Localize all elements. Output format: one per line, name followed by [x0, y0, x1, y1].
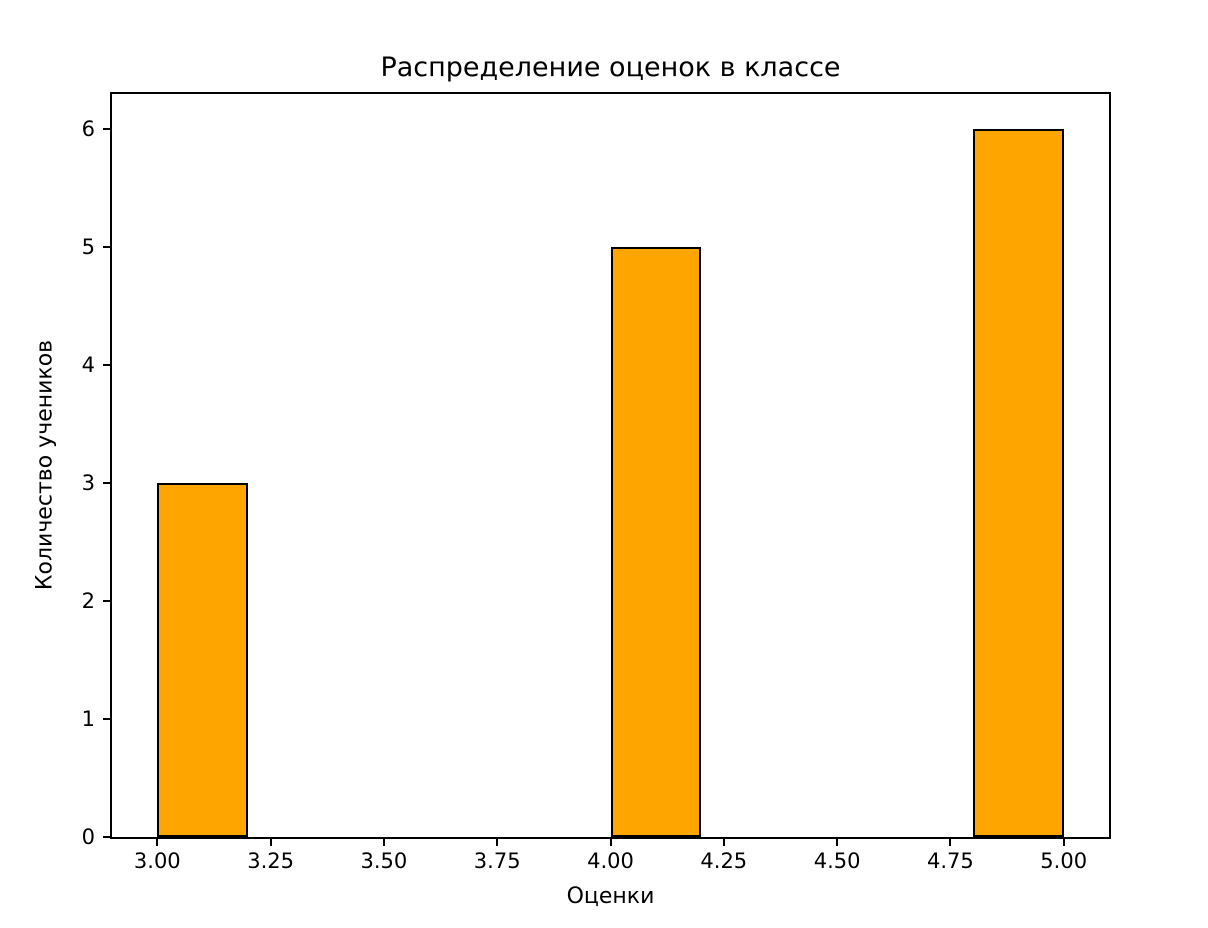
x-tick-label-2: 3.50	[360, 849, 408, 873]
plot-area	[110, 92, 1111, 839]
y-tick-label-1: 1	[81, 707, 95, 732]
histogram-bar-2	[973, 129, 1064, 837]
y-tick-label-2: 2	[81, 589, 95, 614]
x-tick-mark-8	[1062, 839, 1065, 846]
x-tick-label-3: 3.75	[473, 849, 521, 873]
y-tick-mark-2	[103, 600, 110, 603]
y-tick-label-4: 4	[81, 353, 95, 378]
y-tick-mark-1	[103, 718, 110, 721]
y-tick-label-0: 0	[81, 825, 95, 849]
x-tick-mark-4	[609, 839, 612, 846]
x-tick-label-0: 3.00	[133, 849, 181, 873]
x-tick-mark-3	[496, 839, 499, 846]
y-axis-label: Количество учеников	[32, 339, 58, 591]
y-tick-mark-4	[103, 364, 110, 367]
x-tick-mark-7	[949, 839, 952, 846]
x-tick-mark-6	[836, 839, 839, 846]
y-tick-label-5: 5	[81, 235, 95, 260]
y-tick-mark-3	[103, 482, 110, 485]
x-tick-mark-1	[269, 839, 272, 846]
y-tick-mark-0	[103, 836, 110, 838]
x-axis-label: Оценки	[566, 884, 655, 909]
y-tick-mark-6	[103, 128, 110, 131]
x-tick-label-8: 5.00	[1040, 849, 1088, 873]
chart-title: Распределение оценок в классе	[380, 52, 841, 83]
x-tick-label-1: 3.25	[247, 849, 294, 873]
y-tick-mark-5	[103, 246, 110, 249]
y-tick-label-6: 6	[81, 117, 95, 142]
y-tick-label-3: 3	[81, 471, 95, 496]
x-tick-label-6: 4.50	[813, 849, 861, 873]
histogram-bar-0	[157, 483, 248, 837]
x-tick-mark-0	[156, 839, 159, 846]
plot-inner	[112, 94, 1109, 837]
histogram-bar-1	[610, 247, 702, 837]
x-tick-mark-2	[382, 839, 385, 846]
x-tick-label-4: 4.00	[587, 849, 634, 873]
x-tick-mark-5	[722, 839, 725, 846]
x-tick-label-7: 4.75	[927, 849, 974, 873]
x-tick-label-5: 4.25	[700, 849, 748, 873]
